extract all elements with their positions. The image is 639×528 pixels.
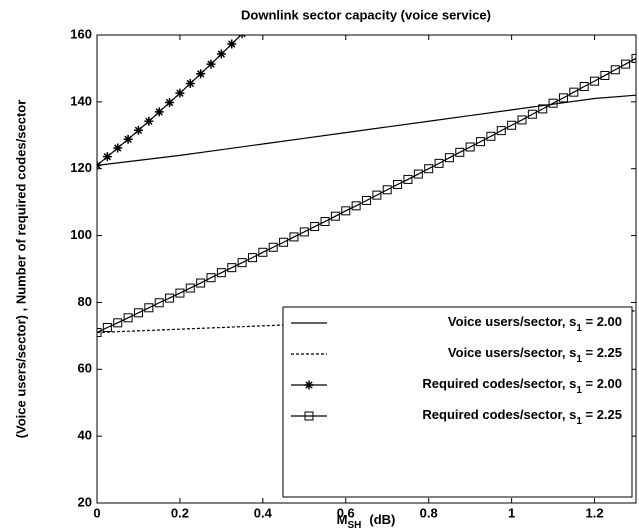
data-point	[227, 263, 237, 273]
data-point	[476, 137, 486, 147]
data-point	[206, 273, 216, 283]
data-point	[144, 116, 154, 126]
data-point	[247, 253, 257, 263]
data-point	[372, 190, 382, 200]
data-point	[175, 288, 185, 298]
data-point	[102, 152, 112, 162]
data-point	[517, 115, 527, 125]
data-point	[175, 88, 185, 98]
data-point	[569, 87, 579, 97]
data-point	[382, 185, 392, 195]
data-point	[538, 104, 548, 114]
data-point	[403, 174, 413, 184]
data-point	[424, 164, 434, 174]
y-tick-label: 100	[70, 227, 92, 242]
data-point	[227, 39, 237, 49]
legend-label: Required codes/sector, s1 = 2.25	[422, 407, 622, 426]
data-point	[165, 98, 175, 108]
data-point	[113, 143, 123, 153]
data-point	[185, 283, 195, 293]
x-tick-label: 0.6	[337, 505, 355, 520]
data-point	[102, 323, 112, 332]
data-point	[310, 222, 320, 232]
data-point	[144, 303, 154, 313]
data-point	[299, 227, 309, 237]
data-point	[548, 98, 558, 108]
legend-label: Required codes/sector, s1 = 2.00	[422, 376, 622, 395]
data-point	[237, 258, 247, 268]
data-point	[113, 318, 123, 328]
data-point	[123, 313, 133, 323]
x-tick-label: 0.2	[171, 505, 189, 520]
y-tick-label: 40	[78, 428, 92, 443]
data-point	[330, 211, 340, 221]
data-point	[196, 69, 206, 79]
legend-marker	[304, 411, 314, 421]
legend-box	[282, 306, 633, 498]
data-point	[206, 59, 216, 69]
data-point	[579, 81, 589, 91]
data-point	[362, 195, 371, 205]
data-point	[268, 242, 278, 252]
series-line	[97, 57, 636, 334]
x-axis-label: MSH (dB)	[337, 512, 396, 528]
y-tick-label: 80	[78, 294, 92, 309]
data-point	[486, 131, 496, 141]
data-point	[444, 153, 454, 163]
data-point	[610, 65, 620, 75]
data-point	[621, 59, 631, 69]
data-point	[590, 76, 600, 86]
data-point	[133, 125, 143, 135]
data-point	[558, 93, 568, 103]
data-point	[279, 237, 289, 247]
chart-title: Downlink sector capacity (voice service)	[241, 7, 491, 22]
data-point	[320, 217, 330, 227]
data-point	[393, 179, 403, 189]
data-point	[351, 201, 361, 211]
y-tick-label: 20	[78, 494, 92, 509]
data-point	[496, 126, 506, 136]
data-point	[289, 232, 299, 242]
y-tick-label: 140	[70, 93, 92, 108]
data-point	[507, 120, 517, 130]
data-point	[434, 158, 444, 168]
x-tick-label: 1	[508, 505, 515, 520]
data-point	[465, 142, 475, 152]
data-point	[600, 70, 610, 80]
data-point	[631, 53, 636, 63]
legend-label: Voice users/sector, s1 = 2.25	[448, 345, 622, 364]
data-point	[154, 107, 164, 117]
x-tick-label: 0.8	[420, 505, 438, 520]
x-tick-label: 0.4	[254, 505, 273, 520]
data-point	[238, 35, 246, 39]
y-tick-label: 60	[78, 361, 92, 376]
data-point	[123, 134, 133, 144]
data-point	[216, 49, 226, 59]
data-point	[133, 308, 143, 318]
y-tick-label: 160	[70, 26, 92, 41]
data-point	[341, 206, 351, 216]
legend-marker	[304, 380, 314, 390]
data-point	[97, 328, 102, 338]
data-point	[413, 169, 423, 179]
x-tick-label: 1.2	[585, 505, 603, 520]
x-tick-label: 0	[93, 505, 100, 520]
data-point	[216, 268, 226, 278]
data-point	[185, 78, 195, 88]
data-point	[527, 109, 537, 119]
data-point	[196, 278, 206, 288]
legend-label: Voice users/sector, s1 = 2.00	[448, 314, 622, 333]
data-point	[165, 293, 175, 303]
plot-marks	[97, 35, 636, 338]
data-point	[455, 147, 465, 157]
y-axis-label: (Voice users/sector) , Number of require…	[13, 100, 28, 439]
data-point	[154, 298, 164, 308]
data-point	[258, 247, 268, 257]
y-tick-label: 120	[70, 160, 92, 175]
